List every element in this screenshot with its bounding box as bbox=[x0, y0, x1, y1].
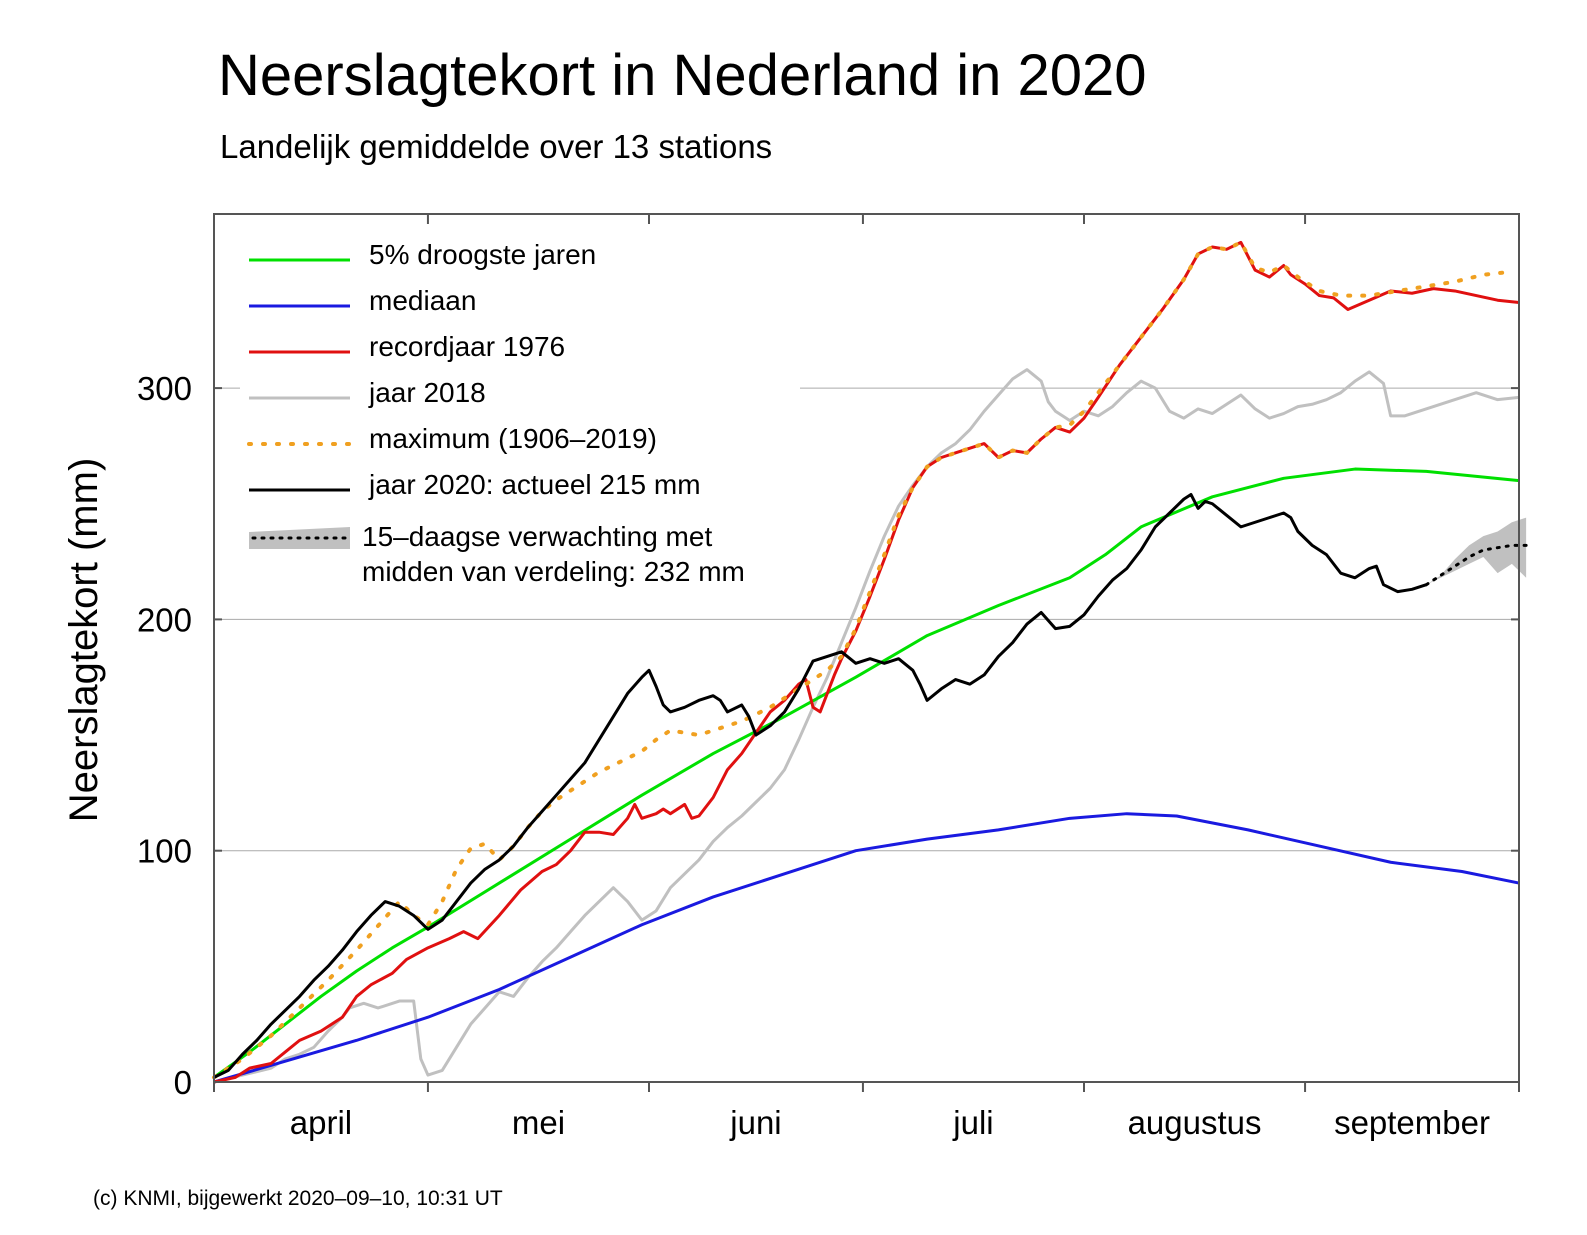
legend-label-2018: jaar 2018 bbox=[368, 377, 486, 408]
y-axis-label: Neerslagtekort (mm) bbox=[62, 458, 106, 823]
plot-frame bbox=[213, 213, 1520, 1083]
axes: 0 100 200 300 april mei juni juli augustus septem… bbox=[137, 214, 1520, 1141]
chart-title: Neerslagtekort in Nederland in 2020 bbox=[218, 43, 1147, 108]
legend-label-recordjaar: recordjaar 1976 bbox=[369, 331, 565, 362]
legend-label-maximum: maximum (1906–2019) bbox=[369, 423, 657, 454]
legend-label-droogste: 5% droogste jaren bbox=[369, 239, 596, 270]
legend-label-forecast-line2: midden van verdeling: 232 mm bbox=[362, 556, 745, 587]
y-tick-label-0: 0 bbox=[174, 1064, 192, 1101]
legend-label-forecast-line1: 15–daagse verwachting met bbox=[362, 521, 712, 552]
footer-credit: (c) KNMI, bijgewerkt 2020–09–10, 10:31 U… bbox=[93, 1187, 503, 1210]
x-tick-label-juni: juni bbox=[729, 1104, 781, 1141]
series-line-1 bbox=[213, 812, 1520, 1084]
y-tick-label-300: 300 bbox=[137, 370, 192, 407]
legend-label-2020: jaar 2020: actueel 215 mm bbox=[368, 469, 701, 500]
chart-subtitle: Landelijk gemiddelde over 13 stations bbox=[220, 128, 772, 165]
series-line-0 bbox=[213, 467, 1520, 1079]
series-line-3 bbox=[213, 368, 1520, 1084]
legend: 5% droogste jaren mediaan recordjaar 197… bbox=[247, 239, 745, 587]
x-tick-label-mei: mei bbox=[512, 1104, 565, 1141]
x-tick-label-augustus: augustus bbox=[1128, 1104, 1262, 1141]
forecast-median-line bbox=[1424, 543, 1528, 587]
legend-label-mediaan: mediaan bbox=[369, 285, 476, 316]
x-tick-label-april: april bbox=[290, 1104, 352, 1141]
x-tick-label-september: september bbox=[1334, 1104, 1490, 1141]
series-layer bbox=[212, 239, 1528, 1084]
series-line-4 bbox=[212, 239, 1507, 1080]
series-line-5 bbox=[213, 492, 1427, 1079]
y-tick-label-200: 200 bbox=[137, 601, 192, 638]
y-tick-label-100: 100 bbox=[137, 833, 192, 870]
series-line-2 bbox=[213, 240, 1520, 1084]
x-tick-label-juli: juli bbox=[952, 1104, 993, 1141]
